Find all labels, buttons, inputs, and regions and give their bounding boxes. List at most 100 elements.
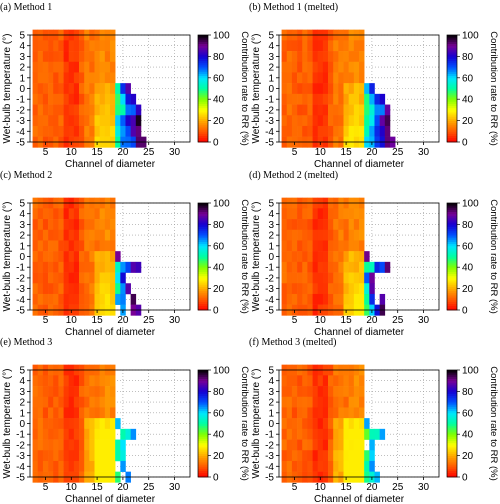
heatmap-cell <box>291 229 298 241</box>
colorbar-segment <box>447 286 457 289</box>
heatmap-cell <box>307 375 313 387</box>
colorbar-segment <box>447 457 457 461</box>
heatmap-cell <box>307 418 313 430</box>
heatmap-cell <box>58 261 64 273</box>
x-tick-label: 30 <box>418 147 430 158</box>
heatmap-cell <box>312 450 319 462</box>
heatmap-cell <box>58 40 64 52</box>
y-tick-label: 3 <box>19 387 25 398</box>
heatmap-cell <box>99 51 106 63</box>
heatmap-cell <box>297 219 303 231</box>
colorbar-segment <box>447 58 457 62</box>
heatmap-cell <box>286 293 293 305</box>
colorbar-segment <box>198 410 208 414</box>
heatmap-cell <box>343 83 349 95</box>
x-tick-label: 20 <box>366 482 378 493</box>
heatmap-cell <box>84 240 90 252</box>
colorbar-segment <box>447 41 457 44</box>
heatmap-cell <box>343 261 349 273</box>
heatmap-cell <box>281 251 288 263</box>
heatmap-cell <box>312 219 319 231</box>
colorbar-segment <box>198 79 208 83</box>
colorbar-segment <box>198 280 208 283</box>
colorbar-segment <box>447 54 457 57</box>
heatmap-cell <box>115 251 121 263</box>
heatmap-cell <box>79 219 85 231</box>
heatmap-cell <box>281 418 288 430</box>
heatmap-cell <box>338 251 344 263</box>
heatmap-cell <box>130 428 137 440</box>
heatmap-cell <box>302 93 308 105</box>
heatmap-cell <box>333 460 339 472</box>
colorbar-tick-label: 100 <box>462 366 479 377</box>
x-tick-label: 30 <box>418 315 430 326</box>
heatmap-cell <box>348 396 355 408</box>
heatmap-cell <box>48 93 54 105</box>
y-tick-label: -3 <box>16 451 25 462</box>
heatmap-cell <box>37 460 44 472</box>
heatmap-cell <box>68 229 75 241</box>
heatmap-cell <box>53 396 59 408</box>
heatmap-cell <box>99 407 106 419</box>
heatmap-cell <box>338 272 344 284</box>
colorbar-segment <box>447 395 457 399</box>
heatmap-cell <box>281 407 288 419</box>
colorbar-segment <box>447 462 457 465</box>
heatmap-cell <box>110 251 116 263</box>
heatmap-cell <box>317 418 324 430</box>
heatmap-cell <box>84 208 90 220</box>
y-tick-label: 3 <box>19 52 25 63</box>
heatmap-cell <box>63 418 70 430</box>
x-axis-label: Channel of diameter <box>314 327 405 338</box>
heatmap-cell <box>369 272 375 284</box>
heatmap-cell <box>110 396 116 408</box>
heatmap-cell <box>281 229 288 241</box>
heatmap-cell <box>104 396 111 408</box>
y-tick-label: 3 <box>19 220 25 231</box>
y-tick-label: -3 <box>265 451 274 462</box>
heatmap-cell <box>32 240 39 252</box>
heatmap-cell <box>42 428 49 440</box>
heatmap-cell <box>104 240 111 252</box>
y-tick-label: 0 <box>268 252 274 263</box>
heatmap-cell <box>79 125 85 137</box>
heatmap-cell <box>84 418 90 430</box>
y-tick-label: -5 <box>265 473 274 484</box>
colorbar-tick-label: 100 <box>462 31 479 42</box>
heatmap-cell <box>364 450 370 462</box>
heatmap-cell <box>63 72 70 84</box>
heatmap-cell <box>328 83 334 95</box>
heatmap-cell <box>322 460 329 472</box>
heatmap-cell <box>89 407 95 419</box>
heatmap-cell <box>94 272 100 284</box>
colorbar-segment <box>447 247 457 251</box>
colorbar-segment <box>198 370 208 373</box>
heatmap-cell <box>307 251 313 263</box>
colorbar-segment <box>447 226 457 230</box>
heatmap-cell <box>32 293 39 305</box>
heatmap-cell <box>369 104 375 116</box>
heatmap-cell <box>328 261 334 273</box>
heatmap-cell <box>343 51 349 63</box>
heatmap-cell <box>42 450 49 462</box>
heatmap-cell <box>99 386 106 398</box>
heatmap-cell <box>99 261 106 273</box>
colorbar-segment <box>198 305 208 309</box>
colorbar-segment <box>447 288 457 292</box>
heatmap-cell <box>73 229 80 241</box>
heatmap-cell <box>79 229 85 241</box>
y-tick-label: 5 <box>268 366 274 377</box>
heatmap-cell <box>130 104 137 116</box>
heatmap-cell <box>94 283 100 295</box>
heatmap-cell <box>343 439 349 451</box>
heatmap-cell <box>317 450 324 462</box>
heatmap-cell <box>343 72 349 84</box>
heatmap-cell <box>333 125 339 137</box>
heatmap-cell <box>53 208 59 220</box>
heatmap-cell <box>359 293 365 305</box>
heatmap-cell <box>302 261 308 273</box>
colorbar-tick-label: 0 <box>213 473 219 484</box>
colorbar-segment <box>198 267 208 270</box>
heatmap-cell <box>37 272 44 284</box>
heatmap-cell <box>359 386 365 398</box>
